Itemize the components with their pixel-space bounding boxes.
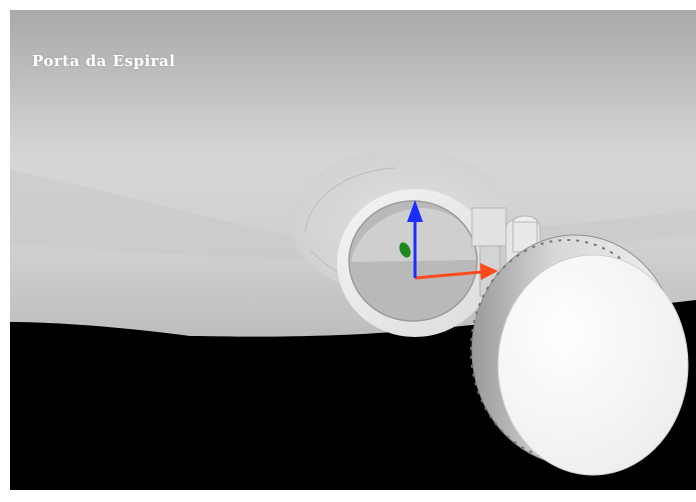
- 3d-scene-canvas[interactable]: [10, 10, 696, 490]
- 3d-viewport[interactable]: Porta da Espiral: [10, 10, 696, 490]
- axis-gizmo[interactable]: [397, 200, 498, 280]
- x-axis-arrow[interactable]: [414, 270, 483, 280]
- y-axis-arrowhead[interactable]: [407, 200, 423, 222]
- z-axis-handle[interactable]: [397, 241, 413, 260]
- view-title: Porta da Espiral: [32, 52, 176, 70]
- x-axis-arrowhead[interactable]: [480, 263, 498, 280]
- flange-cover: [470, 234, 689, 476]
